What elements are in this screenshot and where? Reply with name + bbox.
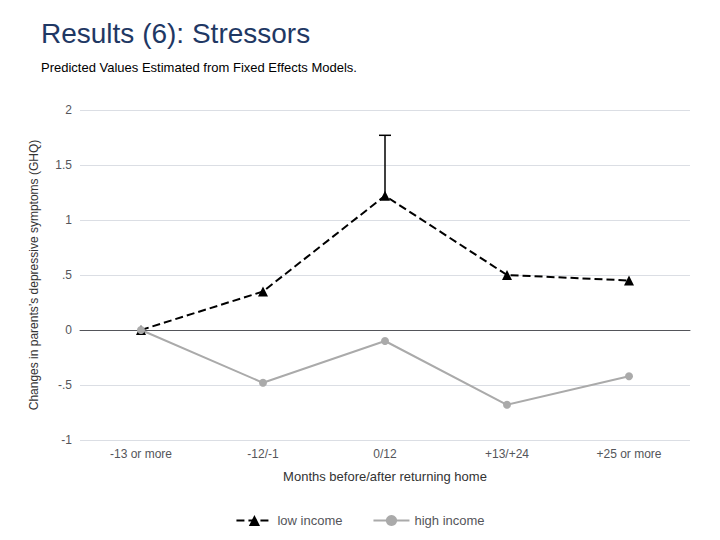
svg-text:+13/+24: +13/+24 bbox=[485, 447, 529, 461]
svg-text:-.5: -.5 bbox=[58, 378, 72, 392]
svg-text:1.5: 1.5 bbox=[55, 158, 72, 172]
svg-text:0/12: 0/12 bbox=[373, 447, 397, 461]
svg-text:Changes in parents’s depressiv: Changes in parents’s depressive symptoms… bbox=[27, 140, 41, 411]
svg-text:+25 or more: +25 or more bbox=[596, 447, 661, 461]
svg-text:-12/-1: -12/-1 bbox=[247, 447, 279, 461]
svg-text:low income: low income bbox=[277, 513, 342, 528]
svg-text:-13 or more: -13 or more bbox=[110, 447, 172, 461]
svg-text:-1: -1 bbox=[61, 433, 72, 447]
svg-text:Results (6): Stressors: Results (6): Stressors bbox=[41, 18, 310, 49]
svg-text:0: 0 bbox=[65, 323, 72, 337]
svg-text:.5: .5 bbox=[62, 268, 72, 282]
svg-text:1: 1 bbox=[65, 213, 72, 227]
svg-text:Months before/after returning: Months before/after returning home bbox=[283, 469, 487, 484]
svg-text:2: 2 bbox=[65, 103, 72, 117]
svg-text:high income: high income bbox=[414, 513, 484, 528]
svg-text:Predicted Values Estimated fro: Predicted Values Estimated from Fixed Ef… bbox=[41, 60, 357, 75]
